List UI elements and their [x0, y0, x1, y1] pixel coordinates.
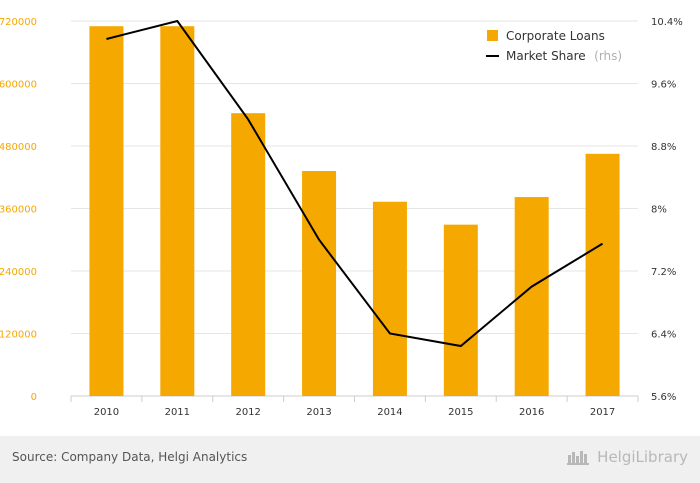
footer: Source: Company Data, Helgi Analytics He…	[0, 436, 700, 483]
left-tick-label: 0	[31, 392, 37, 403]
legend-bar-swatch	[487, 30, 498, 41]
x-tick-label: 2011	[165, 407, 190, 418]
right-tick-label: 7.2%	[651, 267, 676, 278]
left-tick-label: 120000	[0, 330, 37, 341]
bar-2014	[372, 201, 407, 396]
right-axis: 5.6% 6.4% 7.2% 8% 8.8% 9.6% 10.4%	[651, 17, 683, 403]
x-tick-label: 2012	[235, 407, 260, 418]
brand-name: HelgiLibrary	[597, 448, 688, 466]
legend-line-suffix: (rhs)	[594, 49, 622, 63]
chart: 0 120000 240000 360000 480000 600000 720000 5.…	[0, 17, 683, 418]
bar-2012	[231, 113, 266, 396]
source-note: Source: Company Data, Helgi Analytics	[12, 450, 248, 464]
x-tick-label: 2015	[448, 407, 473, 418]
left-tick-label: 240000	[0, 267, 37, 278]
bar-series	[89, 26, 620, 396]
right-tick-label: 6.4%	[651, 330, 676, 341]
line-series	[106, 19, 604, 348]
right-tick-label: 10.4%	[651, 17, 683, 28]
legend: Corporate Loans Market Share (rhs)	[486, 29, 622, 64]
bar-2010	[89, 26, 124, 396]
x-axis: 2010 2011 2012 2013 2014 2015 2016 2017	[94, 407, 616, 418]
grid	[70, 20, 639, 402]
legend-line-label-group: Market Share (rhs)	[506, 47, 622, 64]
x-tick-label: 2017	[590, 407, 615, 418]
x-tick-label: 2016	[519, 407, 544, 418]
x-tick-label: 2013	[306, 407, 331, 418]
brand: HelgiLibrary	[567, 448, 688, 466]
right-tick-label: 5.6%	[651, 392, 676, 403]
x-tick-label: 2010	[94, 407, 119, 418]
left-tick-label: 360000	[0, 205, 37, 216]
bar-2017	[585, 153, 620, 396]
bar-2011	[160, 26, 195, 396]
market-share-line	[106, 19, 604, 348]
bar-2015	[443, 224, 478, 396]
legend-bar-label: Corporate Loans	[506, 29, 605, 43]
right-tick-label: 8%	[651, 205, 667, 216]
legend-line-label: Market Share	[506, 49, 586, 63]
right-tick-label: 8.8%	[651, 142, 676, 153]
right-tick-label: 9.6%	[651, 80, 676, 91]
left-tick-label: 600000	[0, 80, 37, 91]
bar-2013	[302, 171, 337, 396]
left-tick-label: 720000	[0, 17, 37, 28]
left-tick-label: 480000	[0, 142, 37, 153]
x-tick-label: 2014	[377, 407, 402, 418]
helgi-library-logo-icon	[567, 451, 590, 465]
left-axis: 0 120000 240000 360000 480000 600000 720000	[0, 17, 37, 403]
